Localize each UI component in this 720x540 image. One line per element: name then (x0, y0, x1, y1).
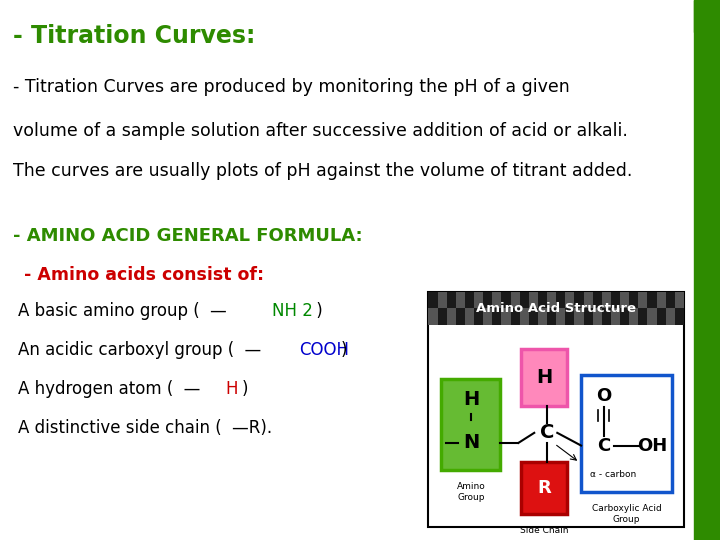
Bar (492, 292, 501, 308)
Bar (620, 292, 629, 308)
Text: C: C (540, 423, 554, 442)
Text: A distinctive side chain (  —R).: A distinctive side chain ( —R). (18, 419, 272, 437)
Bar (528, 292, 538, 308)
Bar (565, 292, 575, 308)
Text: OH: OH (636, 436, 667, 455)
Bar (465, 308, 474, 325)
Bar (538, 308, 547, 325)
Bar (428, 308, 438, 325)
Text: H: H (225, 380, 238, 398)
Bar (501, 308, 510, 325)
Bar (581, 375, 672, 492)
Bar (438, 292, 446, 308)
Text: Group: Group (457, 493, 485, 502)
Bar (547, 292, 556, 308)
Bar (647, 308, 657, 325)
Text: An acidic carboxyl group (  —: An acidic carboxyl group ( — (18, 341, 261, 359)
Text: NH 2: NH 2 (272, 302, 313, 320)
Bar (446, 308, 456, 325)
Text: Amino: Amino (456, 482, 485, 491)
Bar (510, 292, 520, 308)
Text: - Titration Curves:: - Titration Curves: (13, 24, 256, 48)
Bar (694, 0, 720, 32)
Text: A hydrogen atom (  —: A hydrogen atom ( — (18, 380, 200, 398)
Text: O: O (596, 388, 611, 406)
Bar (483, 308, 492, 325)
Text: - AMINO ACID GENERAL FORMULA:: - AMINO ACID GENERAL FORMULA: (13, 227, 363, 245)
Text: Side Chain: Side Chain (520, 526, 568, 535)
Text: The curves are usually plots of pH against the volume of titrant added.: The curves are usually plots of pH again… (13, 162, 632, 180)
Bar (441, 380, 500, 470)
Text: COOH: COOH (300, 341, 349, 359)
Bar (694, 0, 720, 540)
Bar (593, 308, 602, 325)
Text: α - carbon: α - carbon (590, 470, 636, 478)
Text: ): ) (341, 341, 347, 359)
Bar (602, 292, 611, 308)
Text: R: R (537, 479, 551, 497)
Text: - Titration Curves are produced by monitoring the pH of a given: - Titration Curves are produced by monit… (13, 78, 570, 96)
Bar (520, 308, 528, 325)
Text: Group: Group (613, 515, 640, 524)
Text: A basic amino group (  —: A basic amino group ( — (18, 302, 227, 320)
Text: N: N (463, 434, 479, 453)
Text: H: H (536, 368, 552, 387)
Bar (521, 349, 567, 406)
Bar (611, 308, 620, 325)
Bar (666, 308, 675, 325)
Text: volume of a sample solution after successive addition of acid or alkali.: volume of a sample solution after succes… (13, 122, 628, 139)
Bar (575, 308, 584, 325)
Bar (521, 462, 567, 515)
Text: Carboxylic Acid: Carboxylic Acid (592, 504, 661, 513)
Bar (629, 308, 639, 325)
Text: H: H (463, 390, 479, 409)
Bar (456, 292, 465, 308)
Text: - Amino acids consist of:: - Amino acids consist of: (18, 266, 264, 284)
Bar (556, 308, 565, 325)
Bar (657, 292, 666, 308)
Bar (584, 292, 593, 308)
Text: ): ) (311, 302, 323, 320)
Bar (675, 292, 684, 308)
Bar (428, 292, 684, 325)
Bar (474, 292, 483, 308)
Bar (428, 292, 684, 526)
Text: ): ) (241, 380, 248, 398)
Bar (639, 292, 647, 308)
Text: C: C (597, 436, 611, 455)
Text: Amino Acid Structure: Amino Acid Structure (476, 302, 636, 315)
